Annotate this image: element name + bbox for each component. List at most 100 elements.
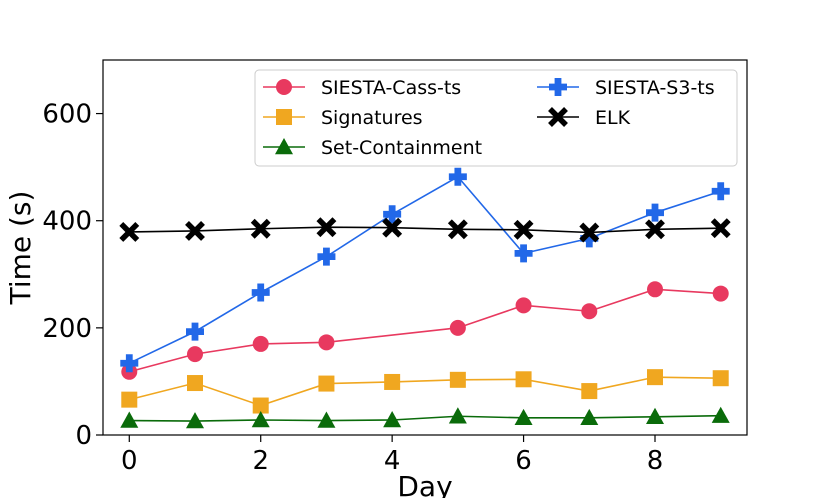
- data-point: [580, 229, 599, 248]
- data-point: [383, 411, 402, 428]
- data-point: [252, 397, 269, 414]
- series-line: [129, 288, 721, 373]
- data-point: [646, 407, 664, 424]
- x-tick-label: 0: [121, 446, 138, 476]
- data-point: [514, 408, 533, 426]
- series-siesta-cass-ts: [121, 281, 729, 380]
- y-tick-label: 0: [75, 421, 92, 451]
- y-tick-label: 400: [42, 207, 92, 237]
- axes-layer: 0 2 4 6 8 0 200 400 600: [42, 59, 748, 476]
- data-point: [316, 217, 337, 238]
- data-point: [711, 182, 730, 201]
- data-point: [711, 406, 730, 423]
- legend-item: Set-Containment: [263, 137, 482, 159]
- data-point-stroke: [119, 222, 140, 242]
- series-set-containment: [120, 406, 730, 429]
- data-point: [121, 391, 138, 408]
- data-point-stroke: [382, 217, 403, 238]
- axes-frame: [102, 59, 748, 436]
- y-tick-label: 600: [42, 100, 92, 130]
- data-point: [449, 319, 466, 336]
- data-point: [317, 247, 336, 266]
- data-point: [447, 219, 468, 240]
- data-point-stroke: [710, 218, 731, 239]
- x-tick-label: 2: [252, 446, 269, 476]
- legend-marker: [549, 78, 567, 96]
- data-point: [448, 407, 467, 424]
- data-point: [712, 370, 729, 387]
- data-point: [515, 371, 532, 388]
- data-point: [710, 218, 731, 239]
- legend-item: ELK: [537, 107, 631, 129]
- data-point: [317, 411, 336, 428]
- legend-item: SIESTA-S3-ts: [537, 77, 715, 99]
- data-point: [513, 219, 534, 240]
- data-point: [120, 411, 139, 428]
- legend-marker: [275, 138, 293, 155]
- data-point: [449, 371, 466, 388]
- data-point-stroke: [185, 220, 205, 241]
- data-point-stroke: [645, 219, 665, 240]
- series-line: [128, 175, 721, 364]
- data-point: [448, 167, 467, 186]
- data-point: [581, 383, 598, 400]
- data-point-stroke: [447, 219, 468, 240]
- x-tick-label: 8: [647, 446, 664, 476]
- data-point: [712, 285, 729, 302]
- series-line: [129, 376, 721, 407]
- data-point: [514, 244, 533, 263]
- series-elk: [119, 217, 731, 243]
- data-point: [185, 220, 205, 241]
- data-point: [120, 354, 139, 373]
- data-point: [580, 408, 599, 426]
- data-point: [186, 322, 204, 341]
- legend-label: SIESTA-Cass-ts: [321, 77, 461, 99]
- data-point: [318, 375, 335, 392]
- data-point: [646, 203, 664, 222]
- y-tick-label: 200: [42, 314, 92, 344]
- data-point-stroke: [513, 219, 534, 240]
- legend-label: Set-Containment: [321, 137, 482, 159]
- data-point: [119, 222, 140, 242]
- legend-item: Signatures: [263, 107, 423, 129]
- x-tick-label: 6: [515, 446, 532, 476]
- data-point: [251, 283, 270, 302]
- data-point: [186, 412, 204, 429]
- series-line: [129, 414, 721, 422]
- y-axis-title: Time (s): [4, 191, 37, 306]
- data-point: [318, 334, 335, 351]
- x-axis-title: Day: [397, 470, 452, 498]
- data-point: [187, 375, 203, 392]
- series-layer: [119, 167, 731, 429]
- legend: SIESTA-Cass-ts Signatures Set-Containment S…: [254, 69, 738, 167]
- data-point: [384, 373, 401, 390]
- legend-marker: [276, 79, 292, 95]
- data-point: [515, 297, 532, 314]
- data-point: [581, 303, 598, 320]
- legend-marker-stroke: [548, 107, 568, 127]
- data-point: [382, 217, 403, 238]
- data-point-stroke: [316, 217, 337, 238]
- data-point: [647, 369, 663, 386]
- data-point: [579, 222, 600, 243]
- legend-box: [254, 69, 738, 167]
- series-siesta-s3-ts: [120, 167, 730, 373]
- legend-marker: [276, 109, 292, 125]
- data-point: [252, 335, 269, 352]
- legend-label: SIESTA-S3-ts: [595, 77, 715, 99]
- legend-marker: [548, 107, 568, 127]
- legend-item: SIESTA-Cass-ts: [263, 77, 461, 99]
- data-point: [250, 218, 271, 239]
- data-point: [383, 205, 402, 224]
- series-line: [129, 226, 721, 234]
- legend-label: Signatures: [321, 107, 423, 129]
- x-tick-label: 4: [384, 446, 401, 476]
- data-point: [647, 281, 663, 298]
- legend-label: ELK: [595, 107, 631, 129]
- data-point: [251, 411, 270, 428]
- data-point: [645, 219, 665, 240]
- data-point-stroke: [579, 222, 600, 243]
- data-point: [187, 346, 203, 363]
- series-signatures: [121, 369, 729, 414]
